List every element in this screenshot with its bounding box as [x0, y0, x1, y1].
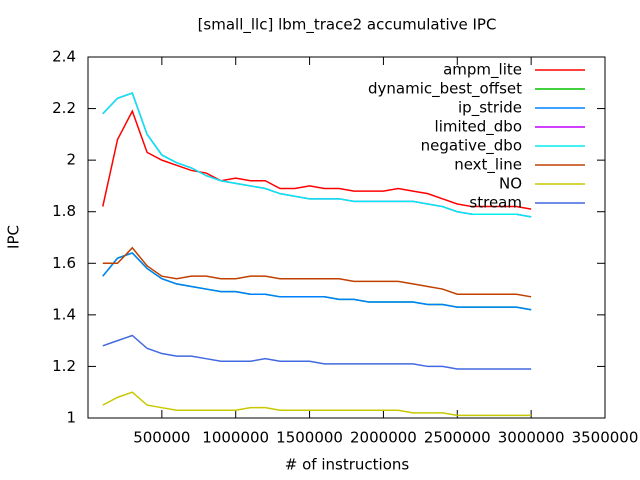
- series-line: [102, 246, 532, 298]
- series-line: [102, 391, 532, 417]
- y-tick-label: 1: [66, 409, 76, 427]
- legend-label: NO: [499, 175, 522, 193]
- x-tick-label: 1000000: [202, 429, 269, 447]
- y-tick-label: 1.6: [52, 254, 76, 272]
- x-tick-label: 500000: [133, 429, 190, 447]
- series-line: [102, 109, 532, 210]
- x-axis-label: # of instructions: [285, 456, 410, 474]
- legend-label: ampm_lite: [443, 61, 522, 80]
- y-tick-label: 2: [66, 151, 76, 169]
- legend-label: stream: [469, 194, 522, 212]
- x-tick-label: 3500000: [572, 429, 639, 447]
- legend-label: negative_dbo: [421, 137, 522, 156]
- series-line: [102, 334, 532, 370]
- y-tick-label: 1.4: [52, 305, 76, 323]
- legend-label: next_line: [454, 156, 522, 175]
- x-tick-label: 1500000: [276, 429, 343, 447]
- y-axis-label: IPC: [5, 225, 23, 249]
- x-tick-label: 3000000: [498, 429, 565, 447]
- y-tick-label: 1.2: [52, 357, 76, 375]
- chart-title: [small_llc] lbm_trace2 accumulative IPC: [198, 16, 497, 35]
- y-tick-label: 2.4: [52, 48, 76, 66]
- legend-label: ip_stride: [458, 99, 522, 118]
- x-tick-label: 2500000: [424, 429, 491, 447]
- plot-frame: [87, 56, 606, 419]
- series-line: [102, 92, 532, 218]
- series-line: [102, 252, 532, 311]
- y-tick-label: 2.2: [52, 99, 76, 117]
- x-tick-label: 2000000: [350, 429, 417, 447]
- legend-label: dynamic_best_offset: [368, 80, 522, 99]
- y-tick-label: 1.8: [52, 202, 76, 220]
- legend-label: limited_dbo: [435, 118, 522, 137]
